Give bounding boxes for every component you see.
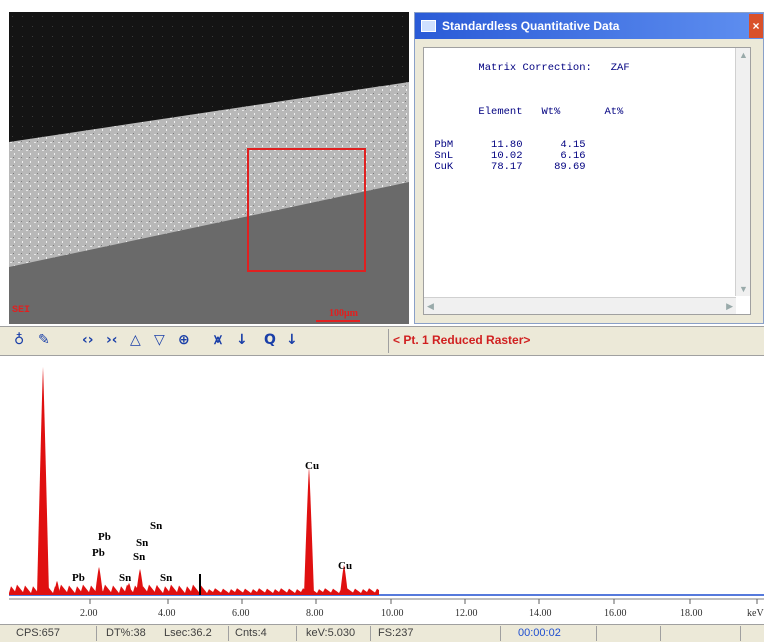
quant-down-arrow-icon[interactable]: ↓ [286,332,298,348]
x-tick-label: keV [747,608,764,619]
x-tick-label: 6.00 [232,608,250,619]
peak-label: Sn [150,520,162,532]
col-wt: Wt% [541,106,561,118]
peak-label: Sn [119,572,131,584]
peak-label: Cu [305,460,319,472]
matrix-correction-label: Matrix Correction: [478,62,592,74]
x-tick-label: 14.00 [529,608,552,619]
close-button[interactable]: × [749,14,763,38]
x-tick-label: 18.00 [680,608,703,619]
spectrum-peak [37,367,49,595]
window-titlebar[interactable]: Standardless Quantitative Data [415,13,763,39]
spectrum-peak [126,583,132,595]
peak-label: Pb [72,572,85,584]
quant-data-window: Standardless Quantitative Data × Matrix … [414,12,764,324]
scroll-left-arrow-icon[interactable]: ◀ [427,301,434,311]
dt-readout: DT%:38 [106,627,146,639]
horizontal-scrollbar[interactable]: ◀ ▶ [424,297,736,314]
scroll-right-arrow-icon[interactable]: ▶ [726,301,733,311]
spectrum-peak [154,585,160,595]
marker-tool-icon[interactable]: ✎ [38,332,50,348]
region-of-interest-box[interactable] [247,148,366,272]
peak-down-arrow-icon[interactable]: ↓ [236,332,248,348]
spectrum-toolbar: ♁ ✎ ‹› ›‹ △ ▽ ⊕ ⩙ ↓ Q ↓ < Pt. 1 Reduced … [0,326,764,356]
x-tick-label: 12.00 [455,608,478,619]
col-at: At% [604,106,624,118]
scale-up-icon[interactable]: △ [130,332,141,348]
x-tick-label: 16.00 [604,608,627,619]
status-bar: CPS:657 DT%:38 Lsec:36.2 Cnts:4 keV:5.03… [0,624,764,642]
scale-down-icon[interactable]: ▽ [154,332,165,348]
raster-label: < Pt. 1 Reduced Raster> [388,329,764,353]
contract-icon[interactable]: ›‹ [106,332,118,348]
peak-label: Pb [92,547,105,559]
detector-label: SEI [12,305,31,316]
spectrum-peak [136,569,144,595]
sem-micrograph [9,12,409,324]
cnts-readout: Cnts:4 [235,627,267,639]
x-tick-label: 10.00 [381,608,404,619]
window-icon [421,20,436,32]
peak-label: Cu [338,560,352,572]
x-tick-label: 2.00 [80,608,98,619]
kev-readout: keV:5.030 [306,627,356,639]
peak-label: Sn [160,572,172,584]
spectrum-noise [9,584,379,595]
matrix-correction-value: ZAF [610,62,630,74]
scroll-up-arrow-icon[interactable]: ▲ [739,50,748,60]
scale-bar-label: 100μm [329,308,358,319]
spectrum-peak [304,467,314,595]
peak-label: Pb [98,531,111,543]
quant-icon[interactable]: Q [264,332,276,348]
col-element: Element [478,106,523,118]
scale-bar-line [316,320,360,322]
quant-text-area[interactable]: Matrix Correction: ZAF Element Wt% At% P… [423,47,751,315]
spectrum-peak [54,581,60,595]
x-tick-label: 8.00 [306,608,324,619]
auto-scale-icon[interactable]: ⊕ [178,332,190,348]
spectrum-peak [340,565,348,595]
eds-spectrum: 2.00 4.00 6.00 8.00 10.00 12.00 14.00 16.00 18.0… [9,367,764,619]
peak-id-icon[interactable]: ⩙ [214,332,222,348]
x-tick-label: 4.00 [158,608,176,619]
peak-label: Sn [136,537,148,549]
table-row: PbM 11.80 4.15 [434,139,586,151]
window-title: Standardless Quantitative Data [442,19,620,33]
vertical-scrollbar[interactable]: ▲ ▼ [735,48,750,296]
table-row: SnL 10.02 6.16 [434,150,586,162]
sem-image-panel[interactable]: SEI 100μm [9,12,409,324]
probe-icon[interactable]: ♁ [14,332,25,348]
scroll-down-arrow-icon[interactable]: ▼ [739,284,748,294]
eds-spectrum-panel[interactable]: 2.00 4.00 6.00 8.00 10.00 12.00 14.00 16.00 18.0… [9,356,764,624]
lsec-readout: Lsec:36.2 [164,627,212,639]
spectrum-peak [95,567,103,595]
cps-readout: CPS:657 [16,627,61,639]
table-row: CuK 78.17 89.69 [434,161,586,173]
fs-readout: FS:237 [378,627,414,639]
peak-label: Sn [133,551,145,563]
elapsed-time: 00:00:02 [518,627,561,639]
expand-icon[interactable]: ‹› [82,332,94,348]
